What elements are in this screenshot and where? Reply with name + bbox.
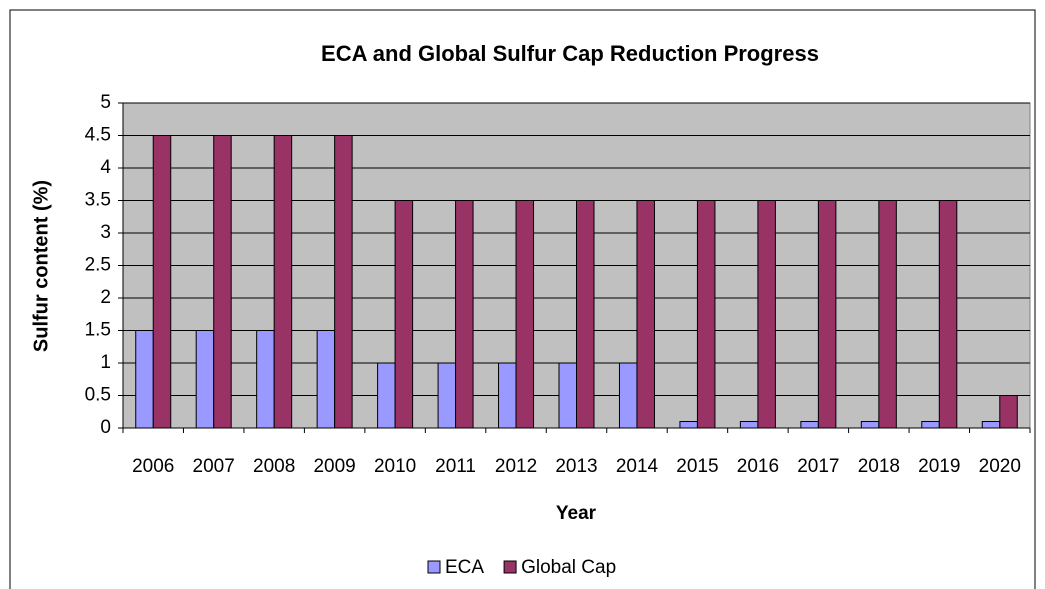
bar <box>273 135 293 429</box>
y-axis-label: Sulfur content (%) <box>30 180 52 352</box>
x-tick-label: 2007 <box>193 456 235 477</box>
bar <box>696 200 716 429</box>
bar <box>394 200 414 429</box>
x-tick-label: 2008 <box>253 456 295 477</box>
bar <box>195 330 215 429</box>
y-tick-label: 4 <box>100 157 111 178</box>
x-tick-label: 2013 <box>555 456 597 477</box>
x-tick-label: 2017 <box>797 456 839 477</box>
bar <box>135 330 154 429</box>
chart-border <box>9 9 1036 589</box>
legend-label: Global Cap <box>521 557 616 578</box>
bar <box>334 135 353 429</box>
bar <box>817 200 837 429</box>
bar <box>498 362 517 429</box>
bar <box>515 200 535 429</box>
y-tick-label: 1.5 <box>85 320 111 341</box>
x-tick-label: 2020 <box>979 456 1021 477</box>
x-tick-label: 2010 <box>374 456 416 477</box>
bar <box>618 362 638 429</box>
bar <box>213 135 232 429</box>
bar <box>679 421 698 429</box>
bar <box>999 395 1018 429</box>
x-tick-label: 2011 <box>435 456 476 477</box>
y-tick-label: 0.5 <box>85 385 111 406</box>
legend-swatch <box>503 560 517 574</box>
x-axis-label: Year <box>556 503 597 524</box>
y-tick-label: 2.5 <box>85 255 111 276</box>
bar <box>316 330 336 429</box>
x-tick-label: 2009 <box>313 456 355 477</box>
bar <box>860 421 880 429</box>
chart-title: ECA and Global Sulfur Cap Reduction Prog… <box>321 41 819 66</box>
bar <box>757 200 776 429</box>
bar <box>981 421 1001 429</box>
bar <box>576 200 595 429</box>
bar <box>455 200 474 429</box>
bar <box>938 200 958 429</box>
x-tick-label: 2014 <box>616 456 659 477</box>
x-tick-label: 2018 <box>858 456 900 477</box>
x-tick-label: 2015 <box>676 456 718 477</box>
x-tick-label: 2019 <box>918 456 960 477</box>
bar <box>739 421 759 429</box>
bar <box>377 362 396 429</box>
bar <box>878 200 897 429</box>
y-tick-label: 5 <box>100 92 111 113</box>
bar <box>921 421 940 429</box>
legend-label: ECA <box>445 557 484 578</box>
legend-swatch <box>427 560 441 574</box>
y-tick-label: 4.5 <box>85 125 111 146</box>
x-tick-label: 2016 <box>737 456 779 477</box>
y-tick-label: 0 <box>100 417 111 438</box>
y-tick-label: 2 <box>100 287 111 308</box>
x-tick-label: 2006 <box>132 456 174 477</box>
bar <box>437 362 457 429</box>
y-tick-label: 1 <box>100 352 111 373</box>
y-tick-label: 3.5 <box>85 190 111 211</box>
bar <box>558 362 577 429</box>
y-tick-label: 3 <box>100 222 111 243</box>
bar <box>636 200 655 429</box>
bar <box>256 330 275 429</box>
x-tick-label: 2012 <box>495 456 537 477</box>
bar <box>152 135 172 429</box>
bar <box>800 421 819 429</box>
